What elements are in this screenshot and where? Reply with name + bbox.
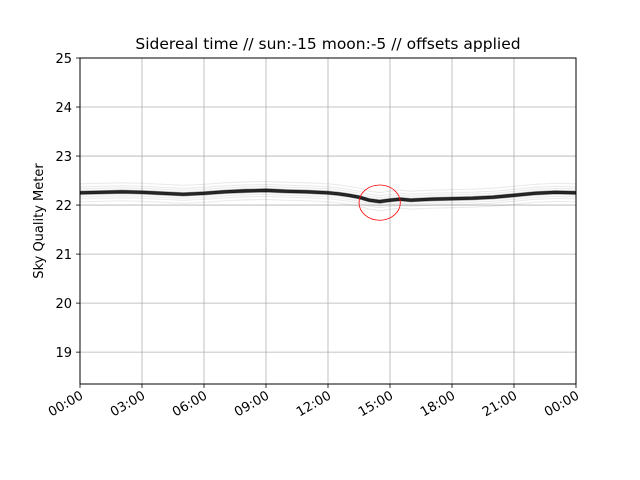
x-tick-label: 03:00 [108, 388, 148, 420]
x-tick-label: 09:00 [232, 388, 272, 420]
highlight-ellipse [358, 184, 401, 221]
x-tick-label: 15:00 [356, 388, 396, 420]
x-tick-label: 00:00 [46, 388, 86, 420]
series-trace [79, 188, 577, 201]
grid-lines [80, 57, 576, 384]
series-trace-faint [79, 193, 577, 207]
series-trace-faint [79, 198, 577, 212]
chart-title: Sidereal time // sun:-15 moon:-5 // offs… [135, 35, 520, 53]
data-series [79, 180, 577, 212]
y-tick-label: 25 [55, 52, 72, 67]
x-tick-label: 00:00 [542, 388, 582, 420]
y-tick-label: 20 [55, 297, 72, 312]
y-tick-label: 23 [55, 150, 72, 165]
series-trace-faint [79, 191, 577, 205]
series-trace-faint [79, 195, 577, 209]
y-axis-ticks: 19 20 21 22 23 24 25 [55, 52, 80, 361]
x-tick-label: 06:00 [170, 388, 210, 420]
x-tick-label: 12:00 [294, 388, 334, 420]
series-line [79, 188, 577, 204]
annotation-layer [358, 184, 401, 221]
x-axis-ticks: 00:00 03:00 06:00 09:00 12:00 15:00 18:00 21:00… [46, 384, 582, 420]
x-tick-label: 21:00 [480, 388, 520, 420]
y-tick-label: 21 [55, 248, 72, 263]
y-tick-label: 19 [55, 346, 72, 361]
y-tick-label: 24 [55, 101, 72, 116]
x-tick-label: 18:00 [418, 388, 458, 420]
series-trace-faint [79, 183, 577, 197]
series-trace-faint [79, 185, 577, 199]
series-trace-faint [79, 187, 577, 201]
y-axis-label: Sky Quality Meter [32, 163, 47, 279]
series-trace [79, 191, 577, 204]
y-tick-label: 22 [55, 199, 72, 214]
series-trace-faint [79, 180, 577, 194]
